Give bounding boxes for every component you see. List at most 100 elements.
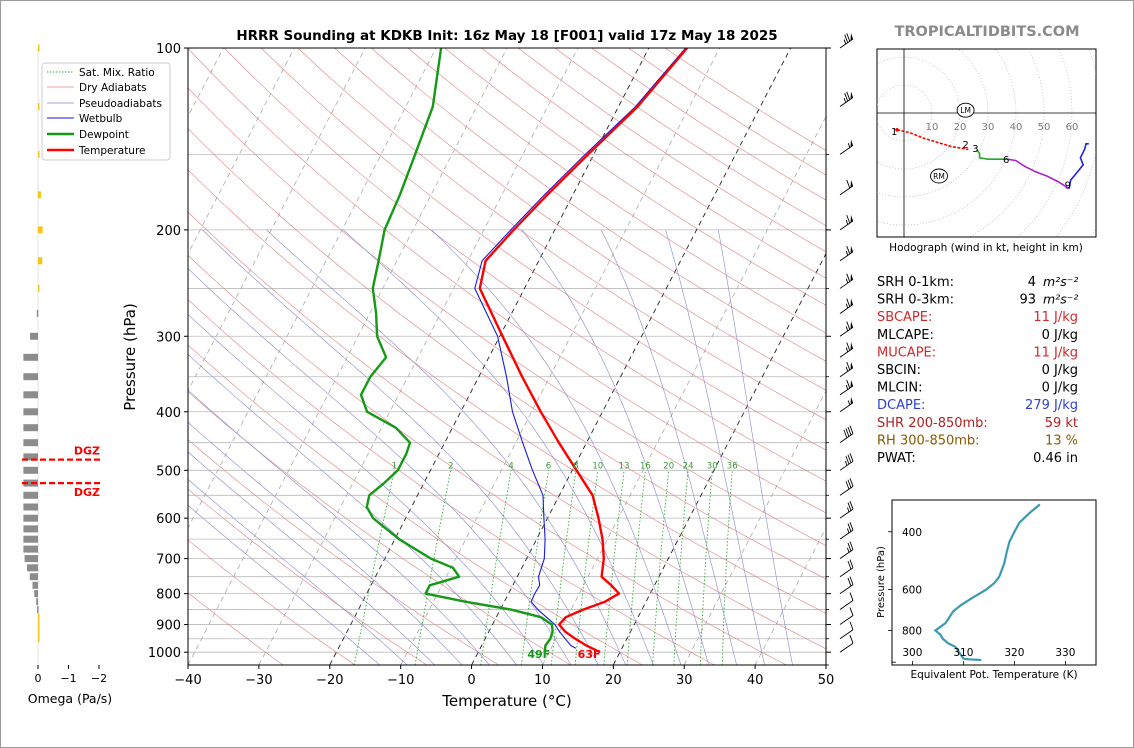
mixing-ratio-label: 4: [508, 461, 513, 471]
isotherm-line: [400, 48, 721, 665]
barb-staff: [839, 629, 854, 640]
barb-full: [849, 635, 854, 644]
legend: Sat. Mix. Ratio Dry Adiabats Pseudoadiab…: [41, 62, 171, 161]
mixing-ratio-line: [353, 470, 395, 665]
isotherm-line: [188, 48, 366, 392]
hodograph-height-label: 6: [1003, 155, 1009, 166]
barb-flag: [850, 33, 853, 41]
barb-full: [849, 453, 854, 462]
dgz-label: DGZ: [74, 486, 100, 499]
barb-full: [847, 502, 852, 511]
y-tick-label: 800: [156, 588, 181, 603]
surface-dewpoint-label: 49F: [527, 648, 550, 661]
wind-barb: [839, 453, 854, 471]
wind-barb: [839, 245, 854, 262]
omega-bar: [38, 44, 40, 52]
omega-bar: [38, 621, 40, 629]
hodograph-trace: [896, 129, 969, 151]
omega-bar: [23, 525, 38, 533]
skew-t-profiles: [359, 48, 689, 654]
hodograph-ring-label: 40: [1010, 122, 1023, 133]
hodograph-ring-label: 10: [926, 122, 939, 133]
param-value: 11 J/kg: [1033, 310, 1078, 325]
barb-half: [847, 507, 850, 513]
theta-e-x-tick-label: 310: [953, 647, 973, 659]
dry-adiabat-line: [188, 87, 826, 546]
dry-adiabat-line: [188, 169, 826, 614]
theta-e-plot: 300 310 320 330 400 600 800: [888, 503, 1075, 665]
mixing-ratio-label: 10: [592, 461, 603, 471]
hodograph-trace: [1068, 143, 1089, 189]
param-label: MLCIN:: [877, 381, 922, 396]
omega-bar: [38, 257, 43, 265]
barb-full: [846, 361, 851, 371]
barb-full: [849, 559, 854, 568]
wind-barb: [839, 478, 854, 496]
barb-half: [845, 278, 849, 284]
barb-staff: [839, 615, 854, 625]
barb-half: [845, 326, 849, 332]
wind-barb: [839, 379, 854, 396]
param-label: SBCAPE:: [877, 310, 932, 325]
barb-staff: [839, 567, 854, 578]
barb-full: [849, 500, 854, 510]
param-label: MUCAPE:: [877, 345, 936, 360]
barb-full: [846, 298, 851, 307]
barb-full: [843, 429, 848, 439]
mixing-ratio-label: 6: [546, 461, 551, 471]
y-tick-label: 900: [156, 619, 181, 634]
dry-adiabat-line: [188, 48, 826, 514]
isotherm-line: [471, 48, 791, 665]
param-label: SRH 0-3km:: [877, 293, 954, 308]
hodograph-ring-label: 20: [954, 122, 967, 133]
omega-bar: [36, 598, 38, 606]
mixing-ratio-label: 13: [619, 461, 630, 471]
barb-full: [847, 479, 852, 488]
dewpoint-profile: [359, 48, 554, 653]
dry-adiabat-line: [334, 48, 826, 391]
barb-half: [847, 400, 851, 406]
wind-barb: [839, 139, 854, 155]
wind-barb: [839, 425, 854, 444]
wind-barb: [839, 298, 854, 314]
pseudoadiabat-line: [718, 229, 793, 665]
y-tick-label: 100: [156, 42, 181, 57]
barb-staff: [839, 549, 854, 559]
mixing-ratio-line: [626, 470, 646, 665]
barb-full: [846, 379, 851, 389]
omega-bar: [23, 545, 38, 553]
theta-e-y-tick-label: 800: [902, 625, 922, 637]
dry-adiabat-line: [188, 592, 284, 665]
barb-full: [849, 522, 854, 531]
barb-flag: [850, 91, 853, 100]
omega-bar: [36, 309, 39, 317]
omega-bar: [38, 150, 40, 158]
legend-label-dewpoint: Dewpoint: [79, 129, 129, 141]
pseudoadiabat-line: [188, 268, 572, 665]
mixing-ratio-line: [550, 470, 577, 665]
hodograph-trace: [976, 148, 1008, 160]
mixing-ratio-line: [673, 470, 689, 665]
mixing-ratio-line: [603, 470, 625, 665]
omega-bar: [23, 439, 38, 447]
param-value: 93: [1019, 293, 1036, 308]
storm-motion-label: LM: [960, 106, 971, 115]
mixing-ratio-line: [652, 470, 670, 665]
barb-full: [849, 592, 854, 601]
mixing-ratio-label: 30: [707, 461, 718, 471]
pseudoadiabat-line: [188, 451, 435, 665]
wind-barb: [839, 541, 854, 559]
barb-half: [844, 460, 848, 466]
barb-full: [845, 455, 850, 465]
dry-adiabat-line: [188, 488, 428, 665]
x-tick-label: −10: [387, 673, 414, 688]
omega-bar: [38, 103, 40, 111]
omega-bar: [37, 606, 39, 614]
barb-full: [846, 214, 851, 224]
temperature-profile: [478, 48, 689, 654]
hodograph-frame: [876, 48, 1097, 238]
omega-bar: [38, 635, 40, 643]
param-value: 59 kt: [1045, 416, 1078, 431]
skew-t-axes: −40 −30 −20 −10 0 10 20 30 40 50 100 200 300 400 500 60…: [148, 42, 834, 688]
